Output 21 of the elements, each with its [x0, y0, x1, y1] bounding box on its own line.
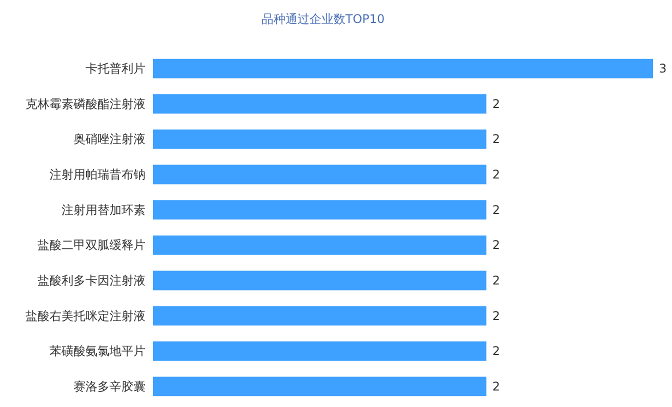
y-tick-label: 盐酸利多卡因注射液: [38, 273, 146, 288]
data-label: 2: [492, 344, 500, 358]
y-tick-label: 卡托普利片: [86, 62, 146, 76]
data-label: 2: [492, 96, 500, 111]
y-tick-label: 注射用帕瑞昔布钠: [50, 168, 146, 182]
y-tick-label: 盐酸二甲双胍缓释片: [38, 238, 146, 252]
data-label: 2: [492, 168, 500, 182]
data-label: 2: [492, 238, 500, 252]
y-tick-label: 赛洛多辛胶囊: [74, 379, 146, 394]
data-label: 2: [492, 379, 500, 394]
y-tick-label: 克林霉素磷酸酯注射液: [26, 96, 146, 111]
chart-title: 品种通过企业数TOP10: [261, 12, 385, 26]
data-label: 2: [492, 273, 500, 288]
data-label: 3: [659, 62, 667, 76]
y-tick-label: 注射用替加环素: [62, 202, 146, 217]
y-tick-label: 苯磺酸氨氯地平片: [50, 344, 146, 358]
y-tick-label: 盐酸右美托咪定注射液: [26, 308, 146, 323]
data-label: 2: [492, 132, 500, 146]
data-label: 2: [492, 202, 500, 217]
y-tick-label: 奥硝唑注射液: [74, 132, 146, 146]
data-label: 2: [492, 308, 500, 323]
